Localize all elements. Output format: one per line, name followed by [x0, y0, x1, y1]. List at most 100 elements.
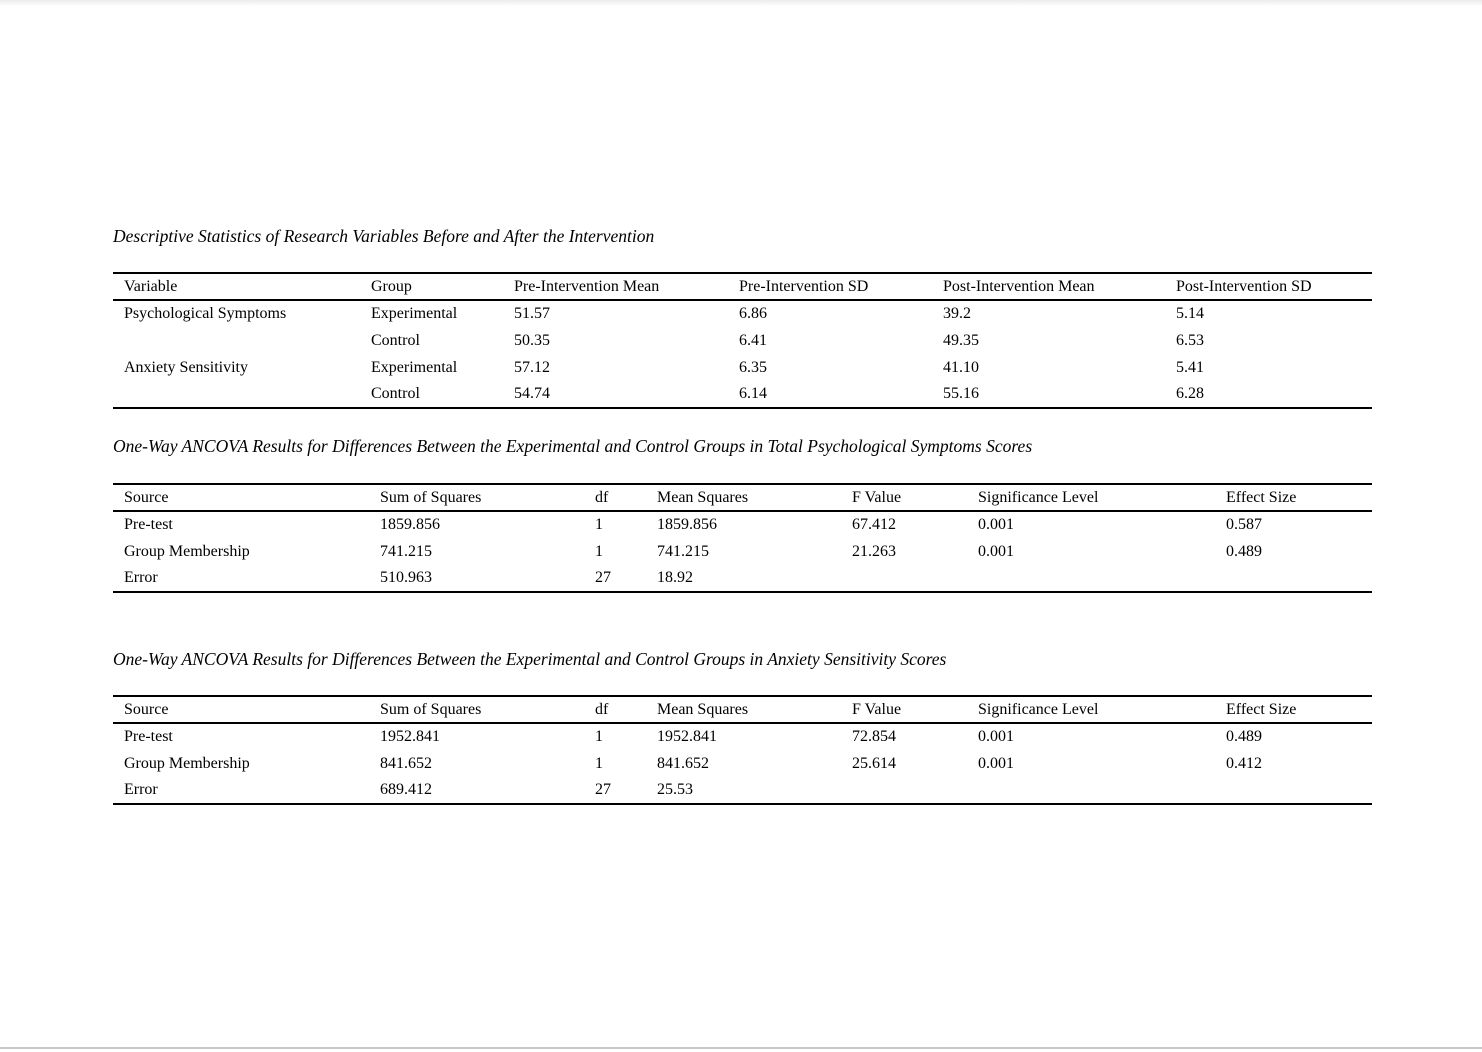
descriptive-statistics-table: Variable Group Pre-Intervention Mean Pre-In… [113, 272, 1372, 409]
table-row: Pre-test 1859.856 1 1859.856 67.412 0.001 0.58… [113, 511, 1372, 538]
column-header: Sum of Squares [380, 700, 482, 718]
table-cell: 67.412 [852, 516, 896, 533]
page-bottom-edge [0, 1047, 1482, 1049]
table-row: Group Membership 741.215 1 741.215 21.263 0.0… [113, 538, 1372, 565]
table-cell: Control [371, 331, 420, 349]
table-cell: Group Membership [124, 542, 250, 560]
page-top-edge [0, 0, 1482, 6]
header-row: Source Sum of Squares df Mean Squares F Valu… [113, 484, 1372, 511]
table-cell: 55.16 [943, 385, 979, 402]
column-header: Group [371, 277, 412, 295]
table-row: Pre-test 1952.841 1 1952.841 72.854 0.001 0.48… [113, 723, 1372, 750]
column-header: Effect Size [1226, 700, 1297, 718]
table-cell: 0.001 [978, 728, 1014, 745]
column-header: F Value [852, 700, 902, 718]
table-cell: 6.35 [739, 358, 767, 376]
table-cell: 0.489 [1226, 728, 1262, 745]
table-cell: Group Membership [124, 754, 250, 772]
column-header: Source [124, 700, 169, 718]
table-row: Error 510.963 27 18.92 [113, 565, 1372, 592]
table-cell: Control [371, 385, 420, 402]
ancova-anxiety-sensitivity-table-title: One-Way ANCOVA Results for Differences B… [113, 649, 947, 669]
table-cell: 49.35 [943, 331, 979, 349]
table-row: Anxiety Sensitivity Experimental 57.12 6.35… [113, 354, 1372, 381]
table-cell: Psychological Symptoms [124, 305, 287, 322]
column-header: Mean Squares [657, 488, 749, 506]
table-row: Group Membership 841.652 1 841.652 25.614 0.0… [113, 750, 1372, 777]
table-cell: 5.41 [1176, 358, 1204, 376]
table-cell: Experimental [371, 305, 458, 322]
table-header-row: Source Sum of Squares df Mean Squares F Valu… [113, 484, 1372, 511]
table-cell: 6.28 [1176, 385, 1204, 402]
table-cell: 1 [595, 542, 603, 560]
table-row: Error 689.412 27 25.53 [113, 777, 1372, 804]
table-cell: 6.41 [739, 331, 767, 349]
column-header: Mean Squares [657, 700, 749, 718]
table-cell [1215, 565, 1372, 592]
table-row: Psychological Symptoms Experimental 51.57 6… [113, 300, 1372, 327]
table-cell [113, 381, 360, 408]
table-body: Psychological Symptoms Experimental 51.57 6… [113, 300, 1372, 408]
table-cell [841, 565, 967, 592]
ancova-psychological-symptoms-table: Source Sum of Squares df Mean Squares F Valu… [113, 483, 1372, 593]
ancova-psychological-symptoms-table-title: One-Way ANCOVA Results for Differences B… [113, 436, 1033, 456]
table-body: Pre-test 1859.856 1 1859.856 67.412 0.001 0.58… [113, 511, 1372, 592]
table-cell: 741.215 [380, 542, 432, 560]
column-header: Significance Level [978, 700, 1099, 718]
table-cell: 41.10 [943, 358, 979, 376]
table-cell: 57.12 [514, 358, 550, 376]
table-cell: 18.92 [657, 569, 693, 586]
table-cell: 1952.841 [657, 728, 717, 745]
table-cell: Anxiety Sensitivity [124, 358, 248, 376]
table-cell: 1859.856 [657, 516, 717, 533]
table-cell: 51.57 [514, 305, 550, 322]
table-cell: 5.14 [1176, 305, 1204, 322]
column-header: Pre-Intervention SD [739, 277, 869, 295]
table-cell: Pre-test [124, 516, 173, 533]
table-cell: 1 [595, 516, 603, 533]
header-row: Source Sum of Squares df Mean Squares F Valu… [113, 696, 1372, 723]
table-cell: 21.263 [852, 542, 896, 560]
column-header: df [595, 700, 609, 718]
column-header: Source [124, 488, 169, 506]
table-row: Control 50.35 6.41 49.35 6.53 [113, 327, 1372, 354]
table-cell: 72.854 [852, 728, 896, 745]
table-cell: Pre-test [124, 728, 173, 745]
table-cell: 1952.841 [380, 728, 440, 745]
table-cell: 841.652 [380, 754, 432, 772]
column-header: Post-Intervention SD [1176, 277, 1312, 295]
table-cell [967, 777, 1215, 804]
table-cell: 6.14 [739, 385, 767, 402]
descriptive-statistics-table-title: Descriptive Statistics of Research Varia… [113, 226, 655, 246]
column-header: Sum of Squares [380, 488, 482, 506]
table-cell: 25.53 [657, 781, 693, 798]
header-row: Variable Group Pre-Intervention Mean Pre-In… [113, 273, 1372, 300]
table-cell: 0.587 [1226, 516, 1262, 533]
table-cell: 39.2 [943, 305, 971, 322]
table-header-row: Variable Group Pre-Intervention Mean Pre-In… [113, 273, 1372, 300]
table-cell: 1 [595, 754, 603, 772]
table-row: Control 54.74 6.14 55.16 6.28 [113, 381, 1372, 408]
table-cell: 0.489 [1226, 542, 1262, 560]
table-cell: 741.215 [657, 542, 709, 560]
column-header: Post-Intervention Mean [943, 277, 1095, 295]
column-header: Effect Size [1226, 488, 1297, 506]
table-cell [1215, 777, 1372, 804]
table-cell: 0.412 [1226, 754, 1262, 772]
table-cell: 0.001 [978, 516, 1014, 533]
table-cell: 6.86 [739, 305, 767, 322]
table-cell: 689.412 [380, 781, 432, 798]
column-header: F Value [852, 488, 902, 506]
table-cell: 0.001 [978, 542, 1014, 560]
table-cell: Error [124, 781, 158, 798]
table-cell: 510.963 [380, 569, 432, 586]
table-cell: 50.35 [514, 331, 550, 349]
table-body: Pre-test 1952.841 1 1952.841 72.854 0.001 0.48… [113, 723, 1372, 804]
table-cell: Error [124, 569, 158, 586]
column-header: Pre-Intervention Mean [514, 277, 660, 295]
table-cell: 25.614 [852, 754, 896, 772]
table-cell: 0.001 [978, 754, 1014, 772]
table-cell [113, 327, 360, 354]
column-header: Variable [124, 277, 178, 295]
